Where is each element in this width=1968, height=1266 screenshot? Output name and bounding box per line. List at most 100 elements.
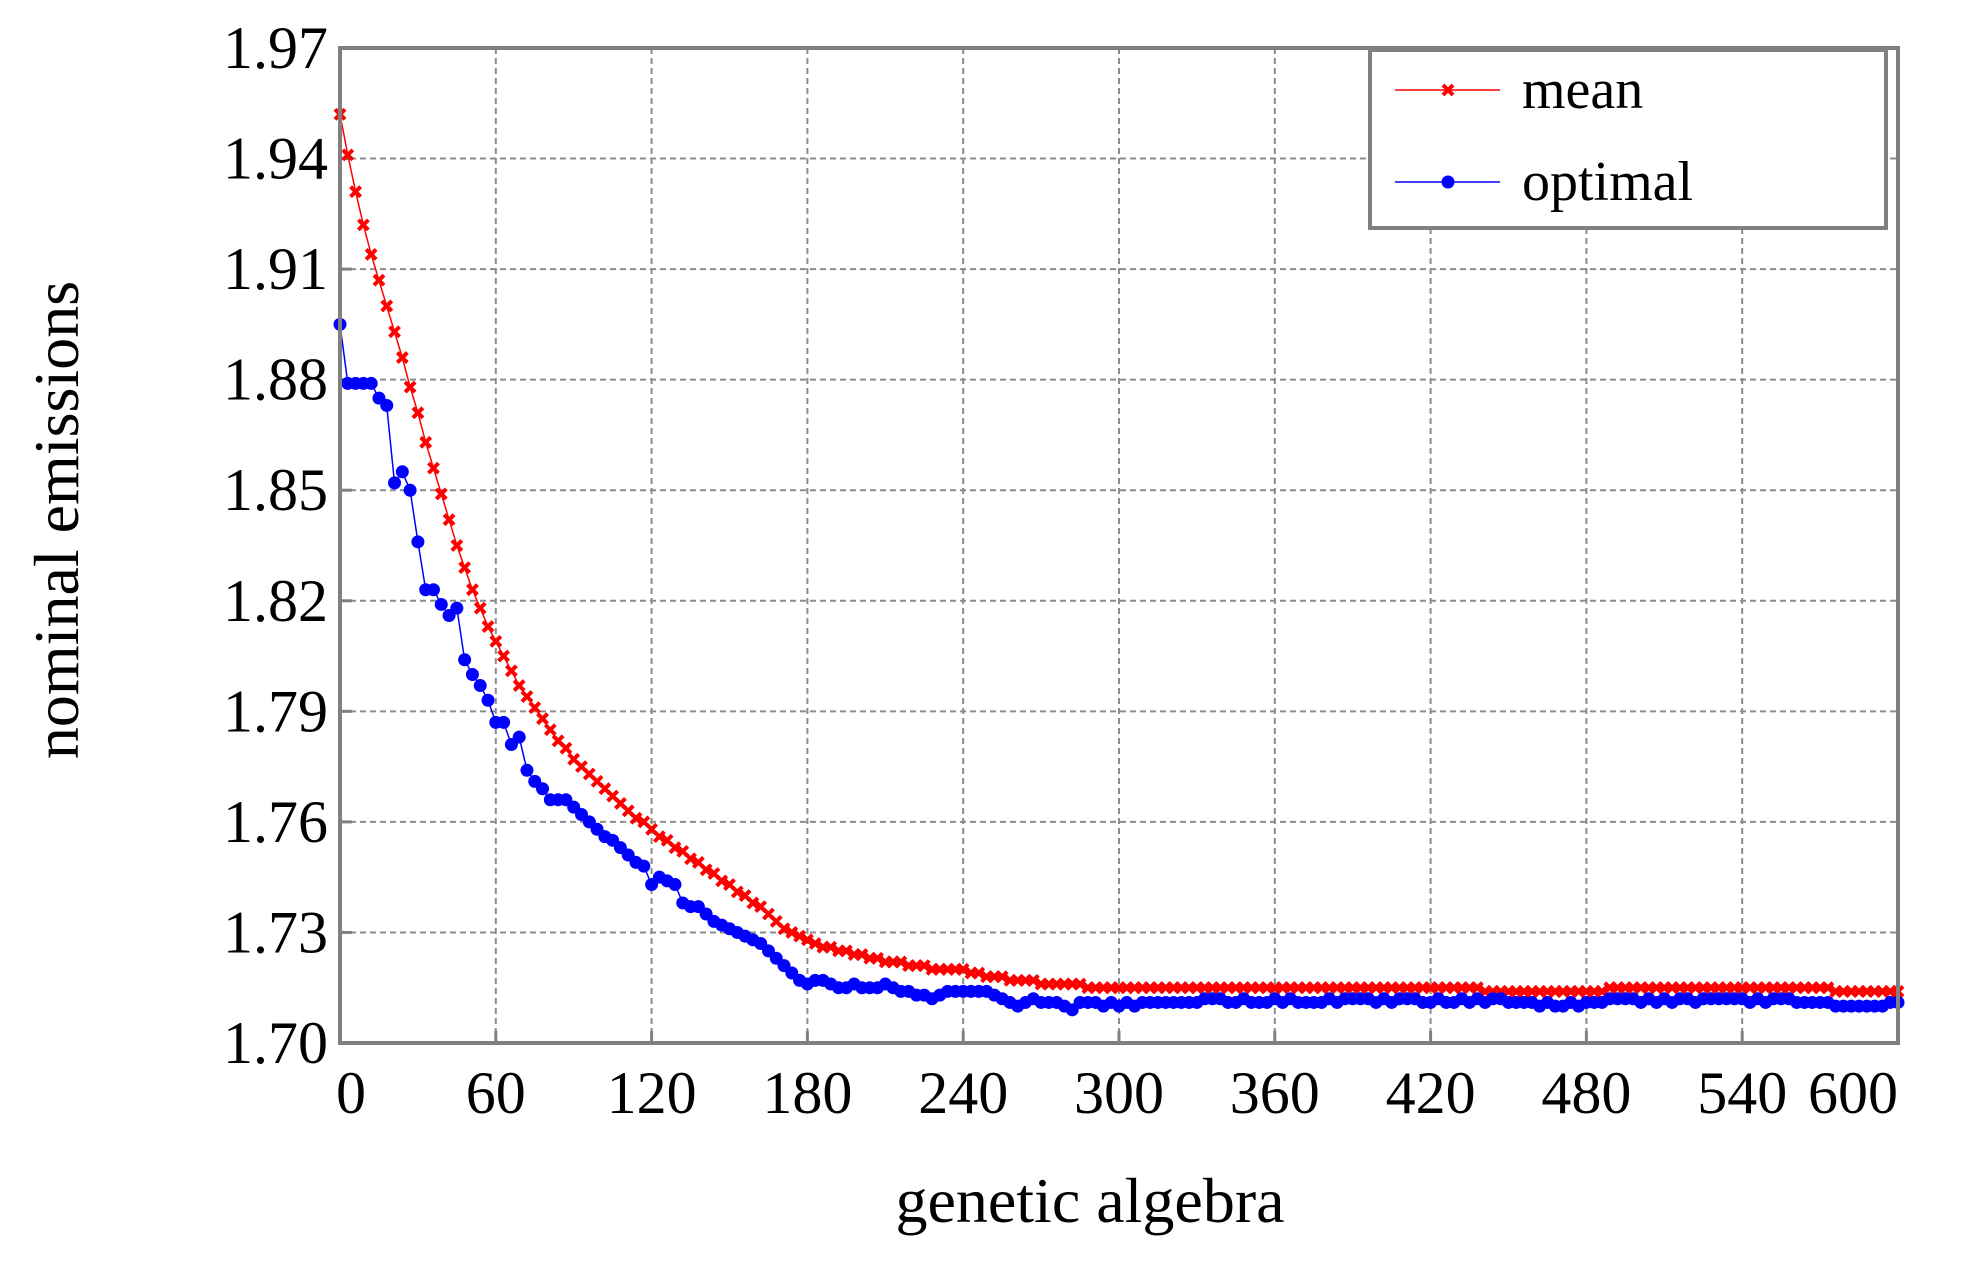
data-point-mean <box>427 461 440 475</box>
data-point-optimal <box>450 601 464 615</box>
x-tick-label: 600 <box>1808 1060 1898 1126</box>
data-point-mean <box>730 885 744 899</box>
legend-item-optimal: optimal <box>1395 151 1693 213</box>
data-point-mean <box>871 951 884 965</box>
data-point-mean <box>800 933 814 947</box>
data-point-mean <box>668 841 682 855</box>
data-point-mean <box>746 896 760 910</box>
data-point-mean <box>1073 977 1087 991</box>
data-point-mean <box>629 811 643 825</box>
data-point-mean <box>466 583 479 597</box>
legend-label-optimal: optimal <box>1522 151 1693 213</box>
legend: mean optimal <box>1368 48 1888 230</box>
data-point-optimal <box>473 679 487 693</box>
data-point-optimal <box>465 667 479 681</box>
data-point-optimal <box>481 693 495 707</box>
data-point-mean <box>808 937 822 950</box>
data-point-mean <box>403 380 417 394</box>
data-point-mean <box>380 299 394 313</box>
x-axis-ticks: 0 60 120 180 240 300 360 420 480 540 600 <box>336 1031 1900 1126</box>
data-point-mean <box>1026 973 1040 987</box>
y-tick-label: 1.97 <box>223 15 328 81</box>
legend-label-mean: mean <box>1522 59 1643 121</box>
data-point-optimal <box>364 376 378 390</box>
data-point-mean <box>419 435 433 449</box>
y-tick-label: 1.73 <box>223 899 328 965</box>
data-point-mean <box>520 690 534 704</box>
x-tick-label: 420 <box>1386 1060 1476 1126</box>
data-point-optimal <box>668 878 682 892</box>
data-point-mean <box>434 487 448 501</box>
data-point-optimal <box>637 859 651 873</box>
data-point-mean <box>458 561 472 575</box>
y-axis-ticks: 1.70 1.73 1.76 1.79 1.82 1.85 1.88 1.91 1.94 1.97 <box>223 15 352 1076</box>
data-point-mean <box>481 620 495 633</box>
legend-marker-optimal <box>1441 175 1455 189</box>
data-point-mean <box>349 185 362 199</box>
plot-area-frame <box>338 46 1900 1045</box>
y-tick-label: 1.70 <box>223 1010 328 1076</box>
data-point-mean <box>839 944 853 958</box>
data-point-optimal <box>497 715 511 729</box>
data-point-mean <box>411 406 425 420</box>
x-tick-label: 360 <box>1230 1060 1320 1126</box>
data-point-mean <box>395 351 409 364</box>
data-point-mean <box>785 926 799 939</box>
data-point-optimal <box>403 483 417 497</box>
data-point-mean <box>855 948 869 961</box>
data-point-mean <box>1470 981 1484 995</box>
y-tick-label: 1.88 <box>223 347 328 413</box>
legend-item-mean: mean <box>1395 59 1643 121</box>
y-tick-label: 1.82 <box>223 568 328 634</box>
data-point-optimal <box>395 465 409 479</box>
x-tick-label: 240 <box>918 1060 1008 1126</box>
data-point-mean <box>824 940 838 954</box>
data-point-mean <box>450 539 464 552</box>
data-point-mean <box>559 741 573 755</box>
data-point-optimal <box>426 583 440 597</box>
data-point-optimal <box>434 597 448 611</box>
data-point-mean <box>1821 981 1835 995</box>
x-tick-label: 540 <box>1697 1060 1787 1126</box>
data-point-mean <box>356 218 370 232</box>
y-tick-label: 1.91 <box>223 236 328 302</box>
data-point-mean <box>528 701 542 715</box>
data-point-mean <box>972 966 986 980</box>
legend-marker-mean <box>1441 83 1455 97</box>
data-point-optimal <box>536 782 550 796</box>
y-tick-label: 1.94 <box>223 126 328 192</box>
data-point-mean <box>512 679 526 692</box>
data-point-mean <box>364 247 378 261</box>
data-point-optimal <box>512 730 526 744</box>
data-point-mean <box>652 830 666 844</box>
data-point-mean <box>699 863 713 877</box>
x-tick-label: 120 <box>607 1060 697 1126</box>
data-point-optimal <box>458 653 472 667</box>
data-point-mean <box>715 874 729 888</box>
data-point-mean <box>995 970 1009 984</box>
series-optimal <box>333 317 1905 1017</box>
y-tick-label: 1.79 <box>223 678 328 744</box>
y-tick-label: 1.76 <box>223 789 328 855</box>
data-point-mean <box>442 513 456 527</box>
data-point-mean <box>372 273 386 287</box>
data-point-mean <box>536 712 549 726</box>
y-tick-label: 1.85 <box>223 457 328 523</box>
x-axis-title: genetic algebra <box>895 1165 1284 1236</box>
data-point-mean <box>504 664 518 678</box>
y-axis-title: nominal emissions <box>21 281 92 759</box>
x-tick-label: 480 <box>1541 1060 1631 1126</box>
data-point-mean <box>341 148 355 162</box>
x-tick-label: 300 <box>1074 1060 1164 1126</box>
data-point-mean <box>388 325 401 339</box>
legend-box <box>1368 48 1888 230</box>
x-tick-label: 60 <box>466 1060 526 1126</box>
data-point-mean <box>497 649 511 663</box>
data-point-mean <box>777 922 791 936</box>
data-point-optimal <box>380 398 394 412</box>
data-point-optimal <box>411 535 425 549</box>
x-tick-label: 0 <box>336 1060 366 1126</box>
data-point-mean <box>917 959 931 973</box>
series-mean <box>333 107 1905 998</box>
